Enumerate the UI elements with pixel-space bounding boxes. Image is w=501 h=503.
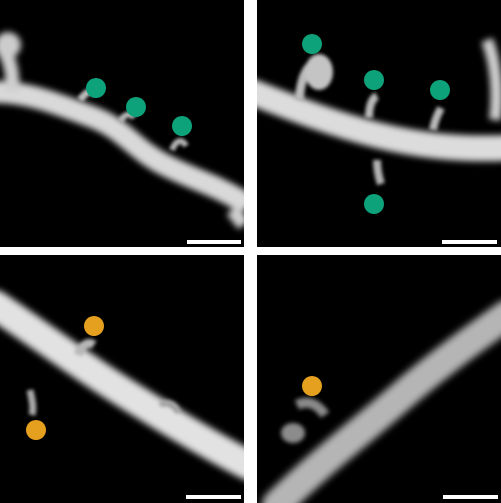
spine-marker [86, 78, 106, 98]
spine-marker [126, 97, 146, 117]
spines [26, 339, 181, 416]
panel-bottom-right [257, 255, 501, 503]
spine-marker [84, 316, 104, 336]
scale-bar [443, 495, 498, 499]
spine-marker [302, 376, 322, 396]
dendrite [0, 290, 244, 480]
spine-marker [26, 420, 46, 440]
panel-top-left [0, 0, 244, 247]
panel-bottom-left-image [0, 290, 244, 499]
dendrite [0, 32, 244, 230]
scale-bar [187, 240, 241, 244]
spines [281, 397, 330, 443]
scale-bar [442, 240, 497, 244]
dendrite [262, 301, 501, 503]
spines [294, 54, 445, 186]
spine-marker [364, 70, 384, 90]
spine-marker [364, 194, 384, 214]
panel-top-right [257, 0, 501, 247]
panel-bottom-left [0, 255, 244, 503]
spine-marker [430, 80, 450, 100]
panel-top-left-image [0, 32, 244, 244]
scale-bar [186, 495, 241, 499]
panel-bottom-right-image [262, 301, 501, 503]
spine-marker [302, 34, 322, 54]
panel-top-right-image [257, 34, 501, 244]
spine-marker [172, 116, 192, 136]
dendrite [257, 37, 501, 162]
